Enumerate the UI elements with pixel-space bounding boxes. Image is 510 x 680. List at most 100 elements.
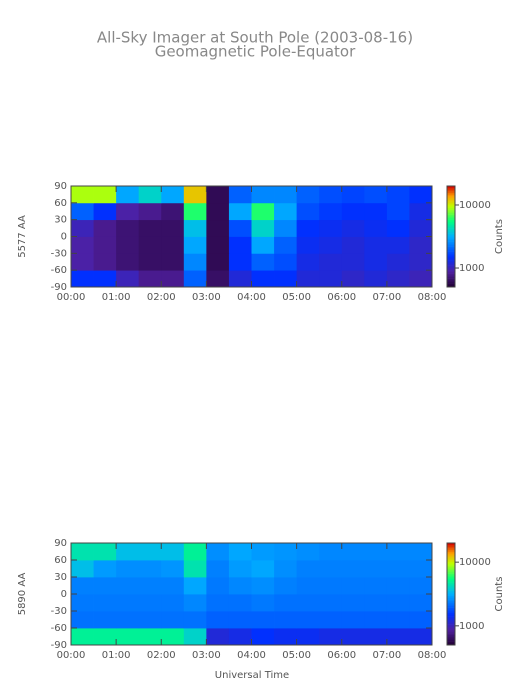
- y-tick-label: 30: [54, 572, 67, 583]
- heat-cell: [319, 219, 343, 237]
- colorbar-segment: [447, 221, 455, 224]
- heat-cell: [274, 543, 298, 561]
- heat-cell: [71, 594, 94, 612]
- colorbar-segment: [447, 604, 455, 607]
- heat-cell: [183, 236, 207, 254]
- heat-cell: [206, 543, 230, 561]
- heat-cell: [183, 628, 207, 646]
- heat-cell: [116, 543, 140, 561]
- colorbar-segment: [447, 217, 455, 220]
- colorbar-segment: [447, 551, 455, 554]
- colorbar-segment: [447, 236, 455, 239]
- heat-cell: [138, 611, 162, 629]
- heat-cell: [409, 628, 433, 646]
- x-tick-label: 02:00: [147, 292, 176, 303]
- colorbar-segment: [447, 560, 455, 562]
- colorbar-segment: [447, 204, 455, 207]
- colorbar-segment: [447, 211, 455, 214]
- heat-cell: [228, 186, 252, 204]
- heat-cell: [386, 253, 410, 271]
- colorbar-segment: [447, 580, 455, 583]
- heat-cell: [161, 186, 185, 204]
- heat-cell: [409, 186, 433, 204]
- heat-cell: [206, 186, 230, 204]
- heat-cell: [274, 560, 298, 578]
- heat-cell: [71, 628, 94, 646]
- heat-cell: [274, 611, 298, 629]
- y-tick-label: -30: [51, 606, 67, 617]
- y-tick-label: -90: [51, 640, 67, 651]
- heat-cell: [386, 594, 410, 612]
- colorbar-segment: [447, 575, 455, 578]
- heat-cell: [319, 186, 343, 204]
- colorbar-segment: [447, 585, 455, 588]
- title: All-Sky Imager at South Pole (2003-08-16…: [97, 29, 413, 47]
- colorbar-segment: [447, 238, 455, 241]
- heat-cell: [296, 186, 320, 204]
- heat-cell: [206, 594, 230, 612]
- colorbar-segment: [447, 597, 455, 600]
- heat-cell: [116, 594, 140, 612]
- heat-cell: [161, 594, 185, 612]
- heat-cell: [71, 543, 94, 561]
- colorbar-segment: [447, 261, 455, 264]
- colorbar-segment: [447, 587, 455, 590]
- x-tick-label: 00:00: [57, 292, 86, 303]
- heat-cell: [71, 253, 94, 271]
- heat-cell: [341, 236, 365, 254]
- colorbar-segment: [447, 209, 455, 212]
- heat-cell: [409, 219, 433, 237]
- heat-cell: [116, 270, 140, 288]
- colorbar-segment: [447, 549, 455, 552]
- subtitle: Geomagnetic Pole-Equator: [155, 43, 356, 61]
- colorbar-segment: [447, 285, 455, 288]
- heat-cell: [116, 202, 140, 221]
- x-tick-label: 04:00: [237, 292, 266, 303]
- colorbar-segment: [447, 582, 455, 585]
- colorbar-segment: [447, 543, 455, 545]
- colorbar-segment: [447, 641, 455, 644]
- colorbar-segment: [447, 611, 455, 613]
- heat-cell: [364, 186, 388, 204]
- colorbar-segment: [447, 219, 455, 222]
- colorbar-segment: [447, 636, 455, 639]
- heat-cell: [93, 577, 117, 595]
- heat-cell: [138, 202, 162, 221]
- colorbar-segment: [447, 196, 455, 199]
- colorbar-segment: [447, 566, 455, 569]
- colorbar-segment: [447, 558, 455, 561]
- heat-cell: [296, 543, 320, 561]
- heat-cell: [206, 253, 230, 271]
- x-tick-label: 07:00: [372, 650, 401, 661]
- colorbar-segment: [447, 553, 455, 556]
- heat-cell: [161, 219, 185, 237]
- heat-cell: [386, 219, 410, 237]
- colorbar-segment: [447, 214, 455, 217]
- heat-cell: [274, 236, 298, 254]
- heat-cell: [206, 219, 230, 237]
- heat-cell: [341, 628, 365, 646]
- colorbar-label: Counts: [494, 219, 505, 254]
- colorbar-segment: [447, 268, 455, 271]
- colorbar-segment: [447, 595, 455, 598]
- heat-cell: [319, 560, 343, 578]
- heat-cell: [116, 236, 140, 254]
- y-tick-label: 60: [54, 555, 67, 566]
- heat-cell: [274, 202, 298, 221]
- heat-cell: [93, 236, 117, 254]
- heat-cell: [138, 236, 162, 254]
- y-tick-label: -60: [51, 265, 67, 276]
- heat-cell: [409, 594, 433, 612]
- heat-cell: [251, 270, 275, 288]
- heat-cell: [93, 202, 117, 221]
- heat-cell: [93, 594, 117, 612]
- heat-cell: [386, 186, 410, 204]
- heat-cell: [341, 219, 365, 237]
- heat-cell: [319, 577, 343, 595]
- heat-cell: [251, 611, 275, 629]
- heat-cell: [138, 628, 162, 646]
- colorbar-segment: [447, 554, 455, 557]
- heat-cell: [364, 577, 388, 595]
- y-tick-label: -30: [51, 248, 67, 259]
- heat-cell: [251, 577, 275, 595]
